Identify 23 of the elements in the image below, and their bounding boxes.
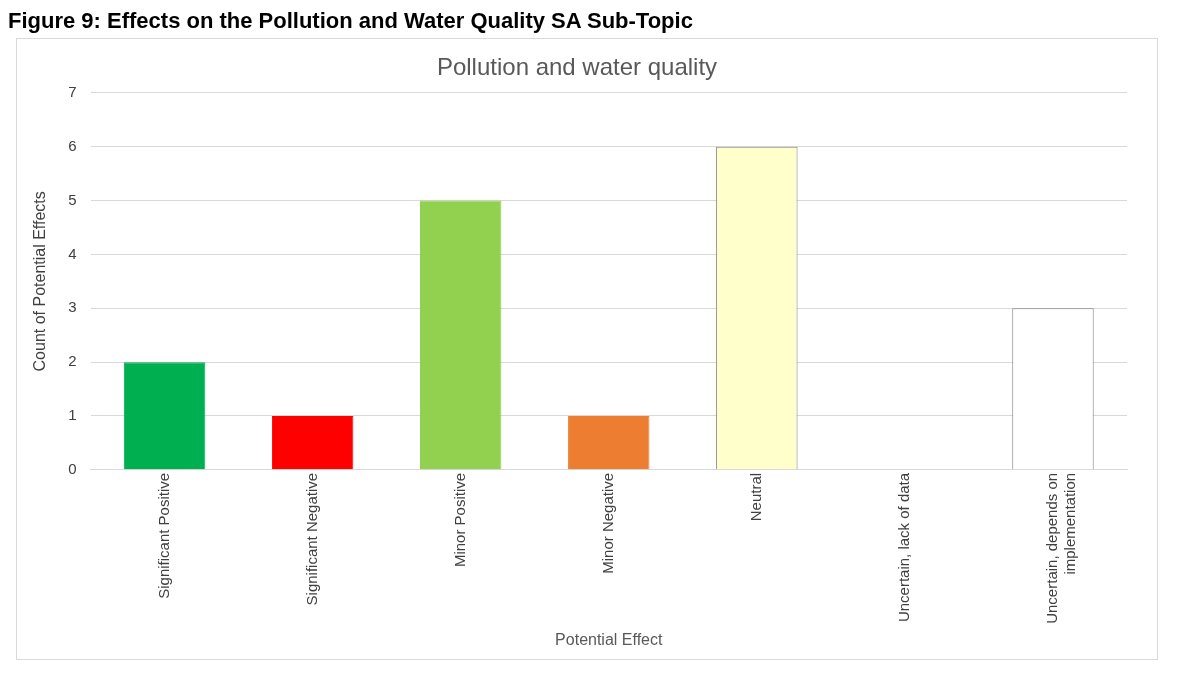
y-axis-title: Count of Potential Effects [31,191,49,372]
x-tick-label: Minor Positive [450,472,468,568]
bar [419,200,502,470]
y-tick-label: 3 [68,298,77,316]
x-tick-label: Minor Negative [598,472,616,574]
y-tick-label: 4 [68,244,77,262]
x-tick-label: Uncertain, lack of data [895,472,913,623]
bar [123,362,206,470]
x-tick-label: Significant Negative [302,472,320,606]
y-tick-label: 1 [68,406,77,424]
x-axis-title: Potential Effect [555,630,663,648]
caption: Figure 9: Effects on the Pollution and Water Quality SA Sub-Topic [8,8,694,34]
bar [568,416,650,470]
y-tick-label: 6 [68,136,77,154]
y-tick-label: 5 [68,190,77,208]
y-tick-label: 0 [68,460,77,477]
chart-title: Pollution and water quality [436,53,718,81]
x-tick-label: Uncertain, depends on implementation [1043,472,1079,624]
y-tick-label: 7 [68,82,77,100]
bar [271,416,354,470]
x-tick-label: Significant Positive [154,472,172,599]
y-tick-label: 2 [68,352,77,370]
x-tick-label: Neutral [746,472,764,522]
